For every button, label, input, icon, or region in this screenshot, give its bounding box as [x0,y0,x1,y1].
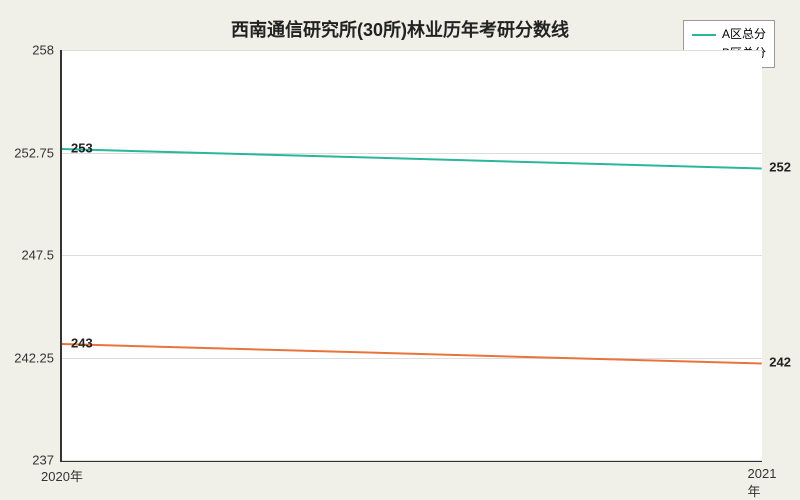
data-label: 243 [68,334,96,351]
legend-item-a: A区总分 [692,25,766,44]
x-tick-label: 2020年 [41,466,83,485]
chart-title: 西南通信研究所(30所)林业历年考研分数线 [231,16,569,42]
legend-label-a: A区总分 [722,25,766,44]
data-label: 252 [766,159,794,176]
series-line [62,148,762,170]
grid-line [62,460,762,461]
data-label: 253 [68,139,96,156]
grid-line [62,255,762,256]
y-tick-label: 252.75 [14,145,54,160]
plot-area: 237242.25247.5252.752582020年2021年2532522… [60,50,762,462]
x-tick-label: 2021年 [748,466,777,500]
grid-line [62,358,762,359]
y-tick-label: 242.25 [14,350,54,365]
grid-line [62,50,762,51]
series-line [62,343,762,365]
chart-container: 西南通信研究所(30所)林业历年考研分数线 A区总分 B区总分 237242.2… [0,0,800,500]
y-tick-label: 247.5 [21,248,54,263]
data-label: 242 [766,354,794,371]
y-tick-label: 258 [32,43,54,58]
legend-line-a [692,34,716,36]
